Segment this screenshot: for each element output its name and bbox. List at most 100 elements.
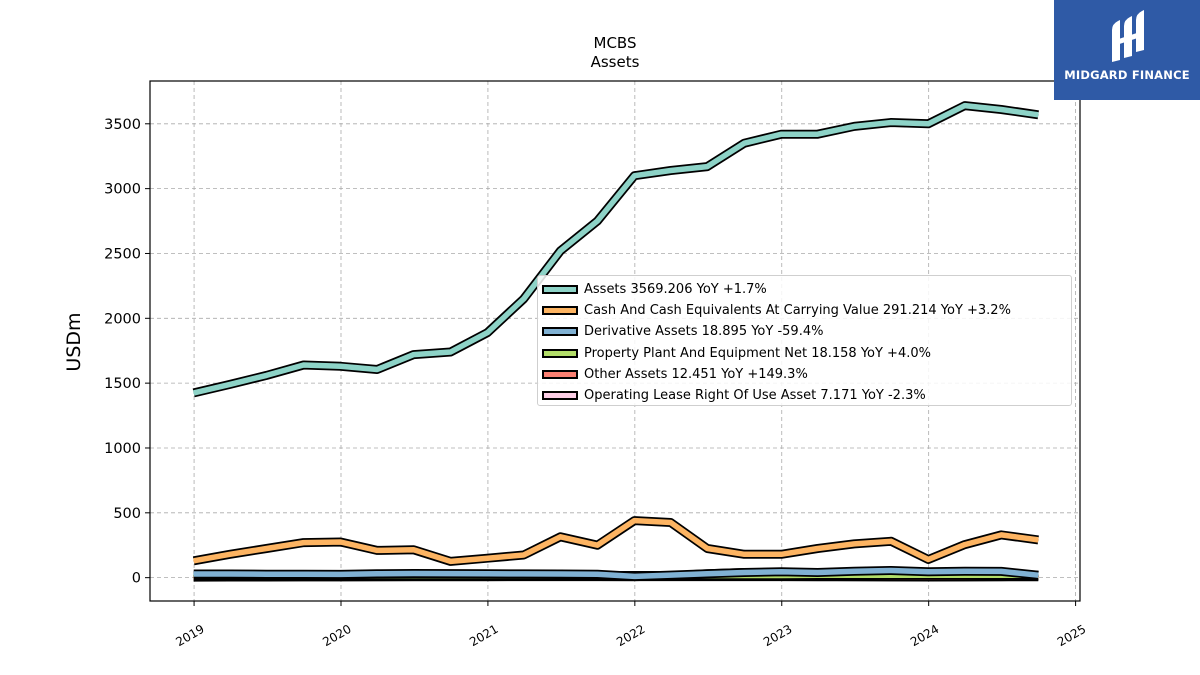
legend-item: Operating Lease Right Of Use Asset 7.171… [538,385,1071,406]
series-stroke [193,567,1039,580]
legend-swatch [542,327,578,337]
legend-label: Property Plant And Equipment Net 18.158 … [584,345,931,361]
series-point [596,220,599,222]
series-point [376,573,378,575]
series-point [633,175,636,177]
series-point [853,125,855,127]
series-point [780,553,783,555]
legend-item: Derivative Assets 18.895 YoY -59.4% [538,321,1071,342]
legend-item: Cash And Cash Equivalents At Carrying Va… [538,300,1071,321]
series-point [1037,114,1039,116]
legend-swatch [542,306,578,316]
y-tick-label: 3000 [104,182,141,198]
x-tick-label: 2021 [467,622,500,649]
legend-swatch [542,285,578,295]
chart-subtitle: Assets [591,53,640,71]
series-stroke [193,517,1039,565]
series-point [450,351,452,353]
legend-label: Assets 3569.206 YoY +1.7% [584,282,767,298]
series-point [523,298,525,300]
series-point [193,560,195,562]
y-tick-label: 1500 [104,376,141,392]
legend-item: Property Plant And Equipment Net 18.158 … [538,343,1071,364]
series-point [1037,574,1039,576]
series-point [450,573,452,575]
series-point [927,558,929,561]
series-point [1037,539,1039,541]
series-point [743,553,745,555]
series-point [303,364,305,366]
series-point [486,573,489,575]
x-tick-label: 2022 [614,622,647,649]
series-point [964,570,966,572]
legend-item: Assets 3569.206 YoY +1.7% [538,279,1071,300]
series-point [559,250,562,252]
series-point [229,383,231,385]
series-point [670,574,672,576]
legend-swatch [542,348,578,358]
series-point [890,569,892,572]
series-point [1000,534,1002,536]
y-tick-label: 500 [113,506,141,522]
series-point [596,544,599,546]
series-point [265,547,268,550]
series-point [1000,108,1002,111]
chart-title: MCBS [594,34,637,52]
series-point [303,573,305,575]
series-point [376,549,378,552]
series-point [706,547,708,550]
series-point [1000,570,1002,573]
series-point [486,557,489,559]
series-point [340,573,342,576]
series-line [193,566,1039,581]
series-line [192,101,1039,398]
series-point [964,544,966,546]
series-point [229,573,231,575]
series-point [927,571,929,573]
series-point [890,121,892,124]
legend-label: Derivative Assets 18.895 YoY -59.4% [584,324,824,340]
logo-text: MIDGARD FINANCE [1064,68,1190,82]
series-point [376,368,378,371]
y-tick-label: 3500 [104,117,141,133]
series-point [927,123,929,125]
series-point [265,374,268,376]
legend-label: Other Assets 12.451 YoY +149.3% [584,366,808,382]
legend-label: Operating Lease Right Of Use Asset 7.171… [584,388,926,404]
series-point [670,521,672,524]
series-point [853,543,855,545]
x-tick-label: 2020 [320,622,353,649]
y-tick-label: 2500 [104,246,141,262]
series-point [486,332,489,334]
series-point [890,540,892,542]
series-point [450,560,452,563]
series-point [265,573,268,575]
series-point [413,549,415,551]
legend-swatch [542,391,578,401]
series-point [780,571,783,573]
plot-area-frame [149,80,1081,602]
legend-item: Other Assets 12.451 YoY +149.3% [538,364,1071,385]
series-point [193,392,195,394]
series-stroke [193,102,1039,396]
series-point [706,166,708,168]
series-point [340,365,342,367]
legend: Assets 3569.206 YoY +1.7% Cash And Cash E… [537,275,1072,406]
series-point [853,570,855,572]
series-point [229,553,231,555]
legend-swatch [542,369,578,379]
series-point [633,575,636,578]
series-point [303,542,305,544]
x-tick-label: 2024 [908,622,941,649]
series-point [817,547,819,550]
series-point [559,536,562,538]
series-layer [192,101,1039,582]
series-point [743,571,745,574]
series-point [817,571,819,574]
series-point [413,572,415,575]
series-point [523,554,525,556]
midgard-finance-logo: MIDGARD FINANCE [1054,0,1200,100]
series-point [413,354,415,356]
legend-label: Cash And Cash Equivalents At Carrying Va… [584,303,1011,319]
